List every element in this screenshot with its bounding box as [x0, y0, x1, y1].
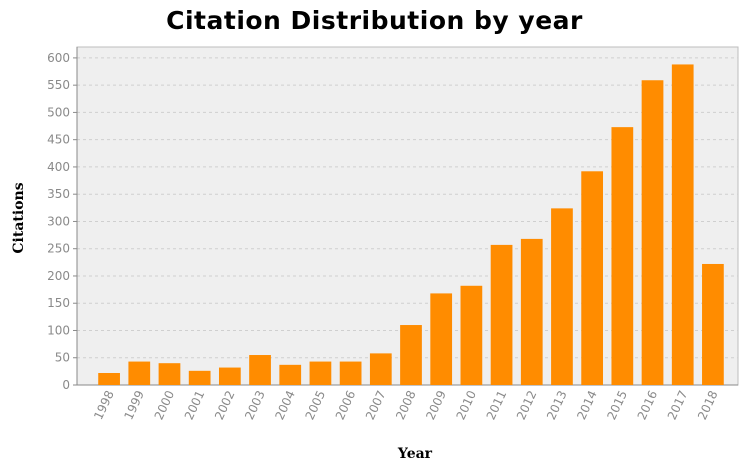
bar: [339, 361, 362, 385]
bar: [551, 208, 573, 385]
bar: [430, 293, 453, 385]
x-tick-label: 2005: [303, 388, 329, 422]
bar: [702, 263, 724, 385]
x-tick-label: 2011: [484, 388, 510, 422]
x-tick-label: 2014: [574, 388, 600, 422]
y-tick-label: 50: [55, 351, 70, 365]
x-tick-label: 2013: [544, 388, 570, 422]
bar: [279, 364, 302, 385]
x-tick-label: 2007: [363, 388, 389, 422]
x-tick-label: 2001: [182, 388, 208, 422]
x-tick-label: 2002: [212, 388, 238, 422]
x-tick-label: 1998: [91, 388, 117, 422]
x-tick-label: 2009: [423, 388, 449, 422]
bar: [218, 367, 241, 385]
y-tick-label: 100: [47, 323, 70, 337]
y-tick-label: 200: [47, 269, 70, 283]
y-tick-label: 250: [47, 242, 70, 256]
x-axis-label: Year: [397, 446, 433, 462]
bar: [520, 238, 543, 385]
x-tick-label: 2000: [152, 388, 178, 422]
bar: [581, 171, 604, 385]
y-tick-label: 400: [47, 160, 70, 174]
bar: [400, 325, 422, 385]
bar: [369, 353, 392, 385]
y-tick-label: 500: [47, 105, 70, 119]
y-tick-label: 0: [62, 378, 70, 392]
x-tick-label: 1999: [121, 388, 147, 422]
bar: [309, 361, 332, 385]
x-tick-label: 2017: [665, 388, 691, 422]
bar: [158, 363, 181, 385]
bar: [460, 285, 483, 385]
x-tick-label: 2012: [514, 388, 540, 422]
x-tick-label: 2015: [604, 388, 630, 422]
bar: [671, 64, 694, 385]
y-tick-label: 350: [47, 187, 70, 201]
x-tick-label: 2008: [393, 388, 419, 422]
bar: [128, 361, 151, 385]
x-tick-label: 2010: [454, 388, 480, 422]
x-tick-label: 2016: [635, 388, 661, 422]
x-tick-label: 2018: [695, 388, 721, 422]
y-tick-label: 600: [47, 51, 70, 65]
y-tick-label: 550: [47, 78, 70, 92]
bar: [98, 373, 120, 385]
x-tick-label: 2006: [333, 388, 359, 422]
x-tick-label: 2003: [242, 388, 268, 422]
y-tick-label: 450: [47, 133, 70, 147]
y-tick-label: 300: [47, 214, 70, 228]
x-tick-label: 2004: [272, 388, 298, 422]
y-tick-label: 150: [47, 296, 70, 310]
bar: [490, 244, 513, 385]
bar: [249, 355, 271, 385]
chart-title: Citation Distribution by year: [166, 6, 583, 35]
bar: [641, 80, 664, 386]
bar: [611, 127, 634, 386]
bar: [188, 370, 211, 385]
